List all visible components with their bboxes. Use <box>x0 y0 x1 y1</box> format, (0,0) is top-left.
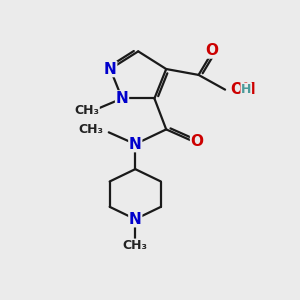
Text: H: H <box>241 83 251 96</box>
Text: CH₃: CH₃ <box>123 239 148 252</box>
Text: CH₃: CH₃ <box>74 104 99 117</box>
Text: O: O <box>190 134 204 149</box>
Text: CH₃: CH₃ <box>78 124 103 136</box>
Text: OH: OH <box>230 82 256 97</box>
Text: N: N <box>116 91 128 106</box>
Text: N: N <box>129 212 142 227</box>
Text: O: O <box>205 43 218 58</box>
Text: N: N <box>129 136 142 152</box>
Text: N: N <box>104 61 117 76</box>
